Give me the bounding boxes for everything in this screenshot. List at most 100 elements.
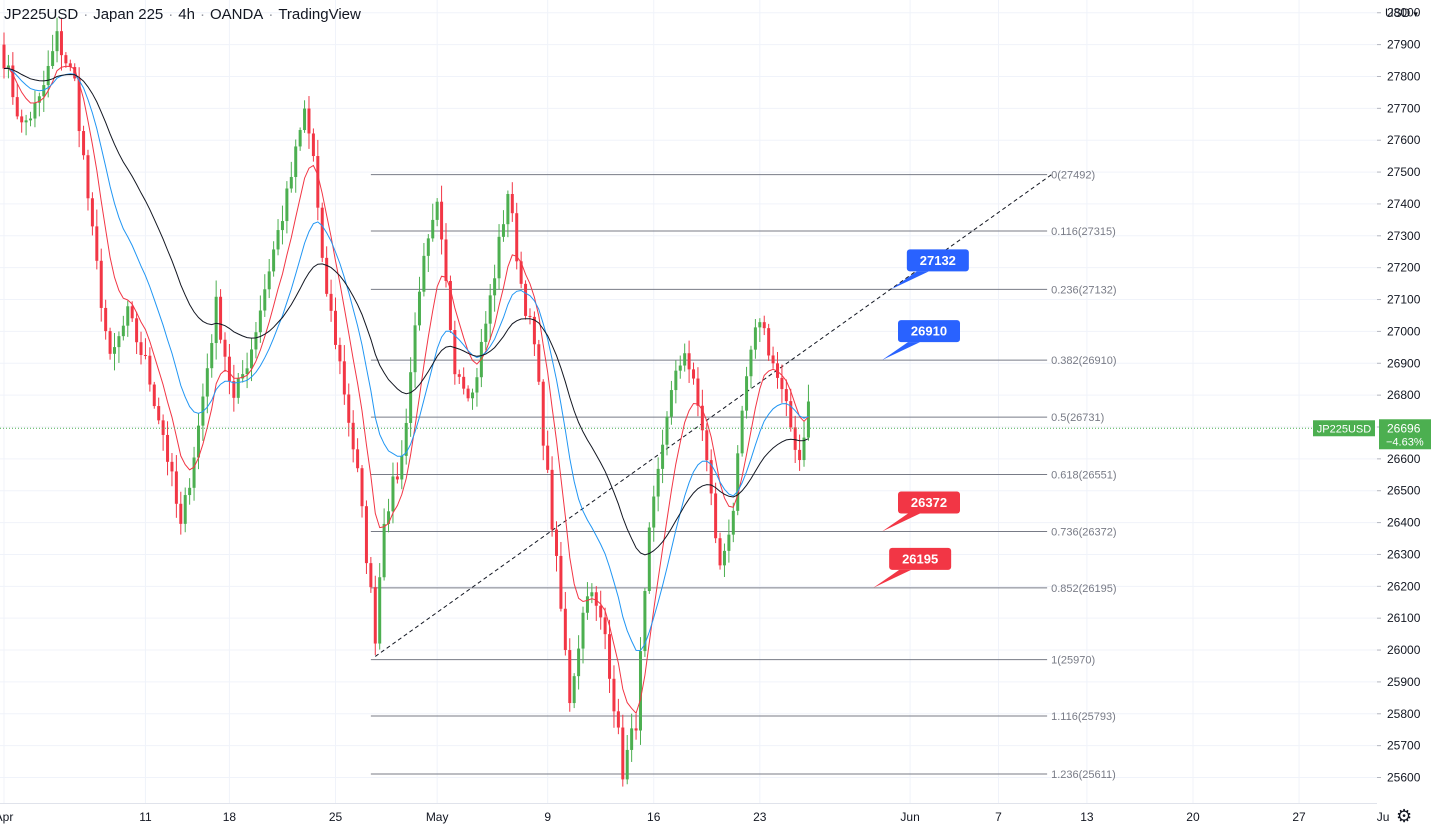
candle-body [771,355,775,364]
price-tick-label: 25800 [1387,707,1421,721]
candle-body [210,343,214,369]
candle-body [453,330,457,375]
candle-body [373,587,377,644]
candle [64,52,68,68]
candle-body [603,617,607,635]
candle-body [135,318,139,343]
candle [320,202,324,263]
candle-body [608,634,612,679]
candle [161,414,165,451]
candle [37,92,41,117]
candle-body [497,236,501,279]
candle [767,323,771,361]
candle [329,279,333,322]
candle [590,583,594,604]
candle [537,339,541,386]
time-axis[interactable]: Apr 11 18 25 May 9 16 23 Jun 7 13 20 27 Ju [0,803,1431,835]
candle [263,274,267,317]
candle-body [488,295,492,324]
candle [524,280,528,320]
symbol-ticker[interactable]: JP225USD [4,6,79,23]
callout-text: 26195 [902,551,938,566]
candle [166,421,170,476]
currency-selector[interactable]: USD ▾ [1385,6,1418,20]
candle-body [678,365,682,371]
candle [360,465,364,518]
candle-body [82,131,86,156]
candle [276,219,280,256]
price-callout[interactable]: 26372 [882,491,960,532]
gear-icon[interactable]: ⚙ [1396,806,1413,826]
fibonacci-retracement[interactable]: 0(27492) 0.116(27315) 0.236(27132) 0.382(26… [370,170,1117,781]
candle [603,607,607,650]
candle [705,423,709,472]
candle [515,202,519,270]
candle-body [683,353,687,366]
candle [113,332,116,371]
candle [223,332,227,372]
candle-body [294,146,298,177]
dashed-trendline[interactable] [374,174,1052,657]
candle [6,54,10,79]
price-callout[interactable]: 27132 [890,249,969,290]
candle-body [647,527,651,592]
candle-body [307,108,311,134]
price-tick-label: 28000 [1387,6,1421,20]
candle [802,421,806,467]
candle [214,280,218,360]
candle-body [11,65,15,98]
candle-body [457,374,461,377]
candle-body [77,78,81,132]
candle-body [506,194,510,225]
price-tick-label: 25900 [1387,675,1421,689]
price-callout[interactable]: 26195 [873,547,952,588]
candle [559,541,563,612]
fib-level-label: 0.5(26731) [1051,412,1104,424]
candle [749,345,753,388]
candle-body [696,378,700,406]
candle-body [501,224,505,237]
candle [378,563,382,650]
callout-box [898,320,960,343]
candle [683,343,687,372]
fib-level-label: 1.116(25793) [1051,711,1116,723]
candle [776,352,779,389]
time-tick-label: Apr [0,810,13,824]
last-price-change: −4.63% [1386,436,1424,448]
candle-body [174,471,178,504]
candle [448,275,452,334]
candle [245,352,249,389]
time-tick-label: 23 [753,810,767,824]
candle-body [148,355,152,385]
candle [581,606,585,664]
price-callout[interactable]: 26910 [882,320,960,361]
candle [417,276,421,331]
price-axis[interactable]: 28000 27900 27800 27700 27600 27500 27400 27300… [1377,0,1431,803]
candle-body [409,372,413,423]
candle-body [616,711,620,728]
currency-label: USD [1385,6,1411,20]
candle-body [369,563,373,588]
candle [426,234,430,273]
candle-body [669,390,673,417]
interval-label[interactable]: 4h [178,6,195,23]
candle [555,521,558,572]
candle-body [20,116,24,123]
candle-body [364,506,368,564]
time-tick-label: 11 [139,810,152,824]
price-callouts[interactable]: 27132 26910 26372 26195 [873,249,969,588]
price-tick-label: 27500 [1387,165,1421,179]
candle [334,297,337,350]
candle-body [400,455,404,480]
fib-level-label: 0.382(26910) [1051,355,1116,367]
price-tick-label: 27200 [1387,261,1421,275]
candle-body [188,487,192,496]
candle-body [205,368,209,397]
candle [42,70,46,112]
candle-body [740,410,744,454]
candle [647,522,651,594]
candle [718,532,722,570]
trendline[interactable] [374,174,1052,657]
candle [382,508,386,581]
